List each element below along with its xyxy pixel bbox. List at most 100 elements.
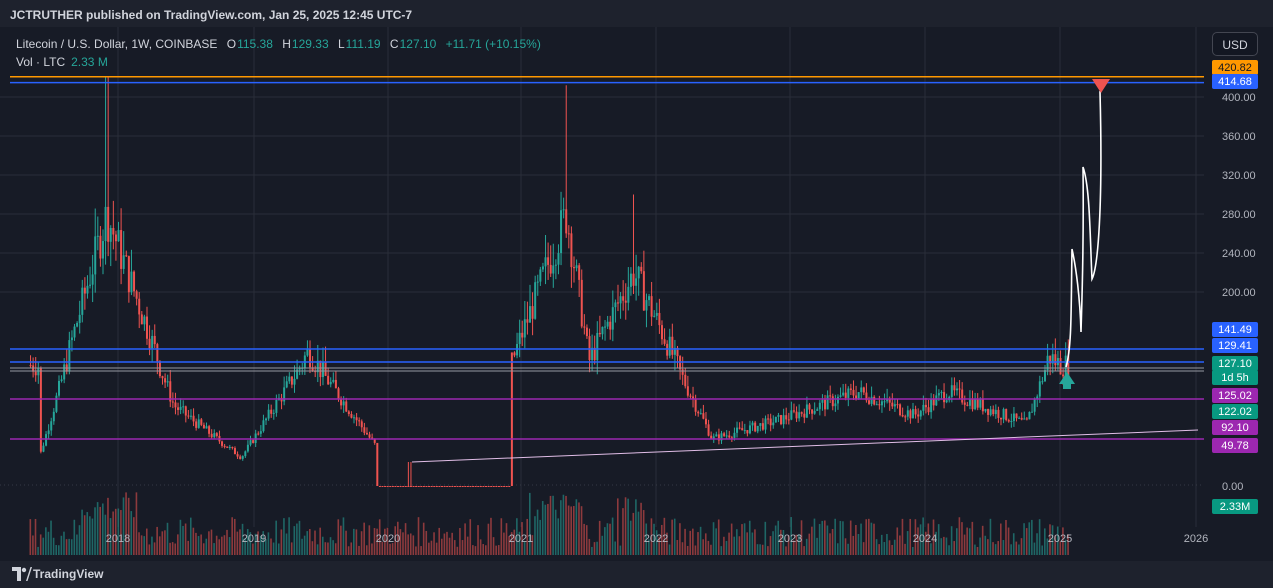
candle-body	[764, 418, 767, 430]
volume-bar	[637, 511, 640, 555]
volume-bar	[91, 518, 94, 555]
price-tag-label: 125.02	[1218, 390, 1252, 402]
currency-button[interactable]: USD	[1212, 32, 1258, 56]
price-tag-label: 141.49	[1218, 324, 1252, 336]
candle-body	[637, 266, 640, 279]
volume-bar	[143, 536, 145, 555]
volume-bar	[544, 504, 547, 555]
volume-bar	[862, 542, 865, 555]
volume-bar	[309, 529, 311, 555]
volume-bar	[813, 518, 816, 555]
volume-bar	[133, 517, 135, 555]
candle-body	[435, 486, 438, 487]
candle-body	[376, 442, 379, 486]
volume-bar	[692, 528, 694, 555]
candle-body	[221, 441, 224, 446]
candle-body	[272, 412, 275, 414]
candle-body	[671, 336, 674, 355]
candle-body	[666, 343, 669, 356]
candle-body	[1012, 413, 1015, 421]
volume-bar	[1064, 539, 1067, 555]
candle-body	[192, 415, 195, 422]
volume-bar	[723, 536, 725, 555]
volume-bar	[746, 532, 748, 555]
symbol-title[interactable]: Litecoin / U.S. Dollar, 1W, COINBASE	[16, 37, 218, 51]
volume-bar	[924, 531, 927, 555]
candle-body	[627, 286, 630, 303]
volume-bar	[743, 523, 746, 555]
x-tick-label: 2022	[644, 533, 668, 545]
candle-body	[133, 271, 136, 292]
candle-body	[32, 365, 35, 372]
open-label: O	[226, 37, 237, 51]
candle-body	[899, 404, 902, 416]
volume-bar	[653, 523, 655, 555]
candle-body	[795, 411, 798, 419]
candle-body	[397, 486, 400, 487]
candle-body	[112, 227, 115, 235]
volume-bar	[787, 535, 790, 555]
candle-body	[580, 279, 583, 327]
volume-bar	[834, 518, 836, 555]
volume-bar	[402, 532, 404, 555]
candle-body	[60, 379, 63, 381]
volume-bar	[39, 534, 42, 555]
x-tick-label: 2018	[106, 533, 130, 545]
candle-body	[420, 486, 423, 487]
volume-bar	[1020, 538, 1023, 555]
volume-bar	[422, 522, 425, 555]
volume-bar	[668, 544, 671, 555]
volume-bar	[523, 542, 526, 555]
candle-body	[311, 367, 314, 371]
candle-body	[893, 404, 896, 407]
candle-body	[1018, 417, 1021, 419]
change-value: +11.71 (+10.15%)	[445, 37, 541, 51]
candle-body	[785, 415, 788, 420]
candle-body	[759, 423, 762, 426]
candle-body	[197, 419, 200, 428]
candle-body	[992, 409, 995, 415]
x-tick-label: 2023	[778, 533, 802, 545]
volume-bar	[974, 544, 976, 555]
volume-bar	[78, 525, 81, 555]
candle-body	[466, 486, 469, 487]
candle-body	[114, 234, 117, 242]
candle-body	[391, 486, 394, 487]
candle-body	[384, 486, 387, 487]
candle-body	[906, 410, 909, 417]
candle-body	[707, 424, 710, 436]
volume-bar	[453, 540, 456, 555]
price-tag-bg	[1212, 404, 1258, 419]
volume-bar	[601, 535, 604, 555]
y-tick-label: 360.00	[1222, 131, 1256, 143]
candle-body	[787, 419, 790, 421]
candle-body	[86, 285, 89, 294]
volume-bar	[373, 528, 376, 555]
volume-bar	[591, 546, 593, 555]
candle-body	[425, 486, 428, 487]
x-tick-label: 2025	[1048, 533, 1072, 545]
volume-bar	[456, 546, 459, 555]
volume-bar	[441, 538, 443, 555]
candle-body	[932, 398, 935, 406]
candle-body	[648, 296, 651, 301]
volume-bar	[987, 539, 989, 555]
candle-body	[381, 486, 384, 487]
y-tick-label: 400.00	[1222, 92, 1256, 104]
volume-label[interactable]: Vol · LTC	[16, 55, 66, 69]
volume-bar	[831, 529, 834, 555]
candle-body	[717, 434, 720, 441]
volume-bar	[632, 512, 635, 555]
candle-body	[433, 486, 436, 487]
candlestick-chart[interactable]: 0.00 400.00 360.00 320.00 280.00 240.00 200.00…	[0, 27, 1273, 561]
volume-bar	[728, 532, 730, 555]
candle-body	[971, 399, 974, 410]
candle-body	[818, 402, 821, 410]
candle-body	[684, 374, 687, 387]
candle-body	[1031, 411, 1034, 413]
volume-bar	[226, 529, 228, 555]
volume-bar	[720, 546, 723, 555]
candle-body	[63, 364, 66, 380]
candle-body	[187, 415, 190, 417]
volume-bar	[940, 538, 943, 555]
